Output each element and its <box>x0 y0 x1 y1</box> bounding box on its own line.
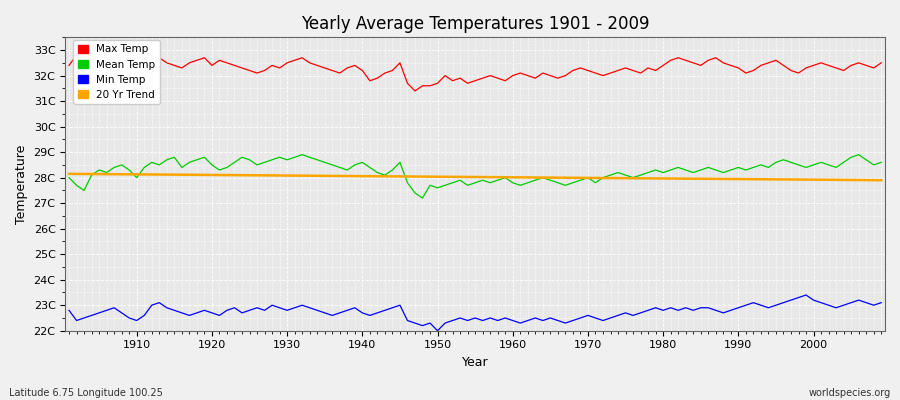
X-axis label: Year: Year <box>462 356 489 369</box>
Text: worldspecies.org: worldspecies.org <box>809 388 891 398</box>
Y-axis label: Temperature: Temperature <box>15 144 28 224</box>
Title: Yearly Average Temperatures 1901 - 2009: Yearly Average Temperatures 1901 - 2009 <box>301 15 650 33</box>
Legend: Max Temp, Mean Temp, Min Temp, 20 Yr Trend: Max Temp, Mean Temp, Min Temp, 20 Yr Tre… <box>74 40 159 104</box>
Text: Latitude 6.75 Longitude 100.25: Latitude 6.75 Longitude 100.25 <box>9 388 163 398</box>
